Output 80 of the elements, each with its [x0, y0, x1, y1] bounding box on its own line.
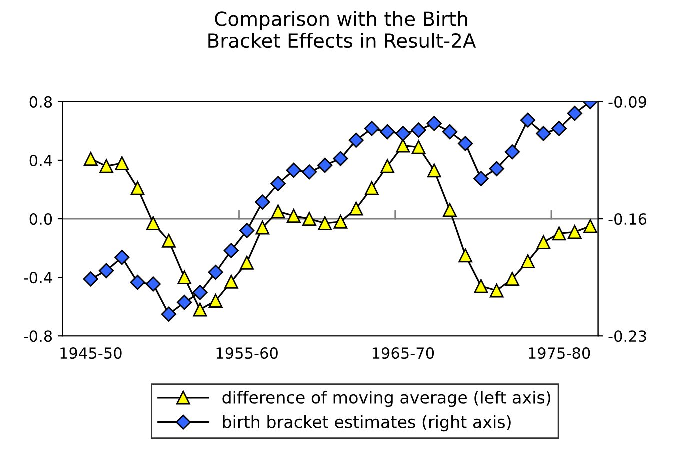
point [536, 126, 552, 142]
point [161, 306, 177, 322]
point [364, 121, 380, 136]
point [208, 294, 223, 308]
point [489, 161, 504, 176]
x-tick-label: 1975-80 [529, 348, 590, 360]
y-tick-label: 0.0 [30, 213, 52, 226]
point [458, 248, 473, 263]
point [426, 116, 442, 132]
point [333, 151, 348, 166]
y-tick-label: 0.8 [30, 96, 52, 108]
point [130, 181, 145, 196]
point [380, 159, 394, 174]
legend-label: birth bracket estimates (right axis) [223, 415, 511, 432]
point [286, 162, 302, 178]
y-tick-label: -0.8 [24, 330, 52, 342]
point [270, 176, 286, 192]
point [584, 219, 598, 234]
point [256, 220, 270, 235]
x-tick-label: 1955-60 [216, 348, 278, 360]
x-tick-label: 1965-70 [372, 348, 434, 360]
point [396, 138, 410, 153]
point [568, 225, 582, 240]
y2-tick-label: -0.16 [608, 213, 647, 226]
point [192, 285, 208, 300]
point [318, 216, 332, 230]
point [490, 284, 504, 298]
point [474, 171, 489, 186]
point [396, 126, 411, 142]
x-tick-label: 1945-50 [60, 348, 122, 360]
point [177, 295, 192, 310]
point [567, 106, 582, 122]
point [302, 164, 318, 180]
chart-title: Comparison with the Birth Bracket Effects in Result-2A [208, 11, 476, 48]
y-tick-label: -0.4 [24, 272, 52, 284]
point [208, 264, 224, 280]
point [506, 272, 520, 286]
point [349, 202, 364, 216]
y-tick-label: 0.4 [30, 154, 52, 166]
point [552, 121, 567, 136]
point [443, 203, 457, 218]
point [130, 275, 146, 290]
point [162, 234, 176, 248]
point [427, 164, 442, 178]
y2-tick-label: -0.23 [608, 330, 646, 342]
point [474, 279, 488, 294]
point [98, 263, 114, 278]
point [255, 194, 270, 210]
point [146, 276, 161, 292]
point [458, 136, 474, 152]
point [442, 124, 458, 140]
point [334, 215, 348, 229]
point [84, 152, 98, 166]
point [348, 132, 364, 148]
point [100, 159, 114, 174]
point [318, 158, 333, 174]
point [240, 256, 254, 270]
point [193, 302, 208, 317]
legend-label: difference of moving average (left axis) [222, 391, 550, 408]
point [380, 124, 396, 140]
point [302, 212, 316, 226]
point [146, 216, 160, 230]
point [536, 236, 551, 250]
point [412, 140, 426, 154]
point [178, 270, 192, 285]
point [521, 254, 535, 268]
point [224, 243, 240, 258]
point [520, 112, 536, 128]
point [364, 181, 379, 196]
point [271, 204, 286, 219]
point [224, 275, 238, 289]
point [286, 209, 301, 224]
point [115, 156, 130, 170]
point [83, 272, 99, 287]
point [114, 250, 130, 266]
point [552, 226, 566, 241]
point [504, 144, 520, 160]
y2-tick-label: -0.09 [608, 96, 646, 108]
point [411, 122, 426, 138]
point [239, 223, 255, 238]
